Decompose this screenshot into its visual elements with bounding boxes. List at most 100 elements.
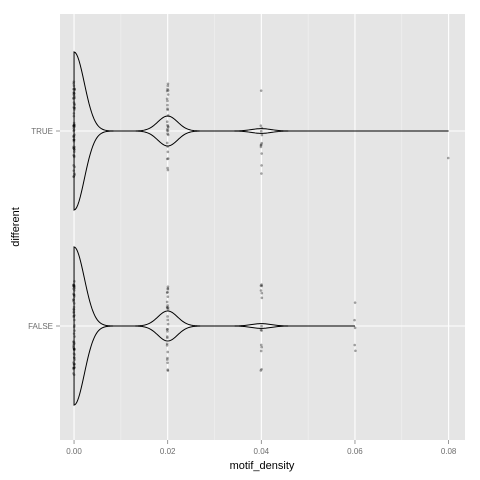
data-point [166,103,169,107]
data-point [166,107,169,111]
data-point [165,129,169,132]
data-point [72,298,75,302]
data-point [259,343,263,347]
data-point [72,310,76,314]
data-point [259,328,263,332]
data-point [260,324,263,328]
data-point [260,291,264,295]
data-point [165,342,169,346]
data-point [72,363,76,367]
data-point [166,132,169,136]
data-point [166,330,169,333]
data-point [260,367,263,371]
data-point [73,353,76,356]
data-point [72,283,75,287]
data-point [73,108,76,111]
data-point [72,155,76,159]
data-point [165,120,169,124]
data-point [73,87,76,91]
data-point [166,157,170,160]
x-tick-label: 0.02 [160,447,176,456]
data-point [73,280,76,283]
data-point [72,289,76,292]
data-point [166,168,170,172]
data-point [73,106,76,109]
data-point [166,84,170,88]
data-point [166,361,169,365]
y-axis-title: different [10,207,22,247]
data-point [72,128,76,132]
data-point [165,157,169,161]
data-point [166,322,170,326]
data-point [72,361,75,364]
data-point [72,366,75,370]
data-point [166,287,170,291]
data-point [260,296,264,300]
data-point [73,148,76,151]
data-point [72,342,76,346]
data-point [166,295,170,299]
data-point [353,301,357,304]
data-point [260,284,264,288]
data-point [72,139,76,143]
data-point [72,344,75,348]
x-tick-label: 0.04 [254,447,270,456]
x-axis-title: motif_density [230,460,295,472]
data-point [72,124,76,127]
data-point [72,145,75,149]
data-point [72,287,75,291]
data-point [260,172,263,175]
data-point [260,133,264,137]
data-point [166,336,169,340]
data-point [72,138,76,141]
data-point [166,133,170,137]
data-point [72,283,75,287]
data-point [73,358,76,361]
data-point [166,356,169,360]
data-point [166,166,169,170]
data-point [259,145,263,149]
data-point [72,305,76,309]
data-point [72,347,76,351]
data-point [72,332,76,335]
data-point [259,143,263,147]
data-point [72,84,76,88]
data-point [72,311,76,314]
data-point [72,175,75,178]
data-point [259,124,263,127]
data-point [72,121,76,125]
data-point [166,145,169,148]
data-point [73,96,76,100]
violin-false [73,246,355,406]
data-point [260,329,263,332]
data-point [259,289,263,292]
data-point [73,366,76,369]
data-point [166,285,170,288]
data-point [166,290,169,294]
data-point [166,327,169,331]
data-point [73,318,76,322]
data-point [72,164,75,167]
data-point [166,87,169,91]
data-point [72,293,76,297]
data-point [73,125,76,128]
data-point [72,123,76,127]
data-point [72,373,76,377]
data-point [260,283,263,286]
data-point [72,154,75,157]
data-points [72,80,450,377]
y-axis: FALSE TRUE [28,127,60,331]
data-point [166,82,170,86]
data-point [72,366,76,370]
data-point [166,306,170,309]
x-axis: 0.00 0.02 0.04 0.06 0.08 [66,440,457,456]
data-point [73,329,76,332]
data-point [72,91,76,95]
data-point [73,342,76,345]
data-point [166,350,170,354]
data-point [73,133,76,137]
data-point [73,102,76,106]
y-tick-label: FALSE [28,322,53,331]
data-point [72,154,76,158]
data-point [165,306,169,310]
